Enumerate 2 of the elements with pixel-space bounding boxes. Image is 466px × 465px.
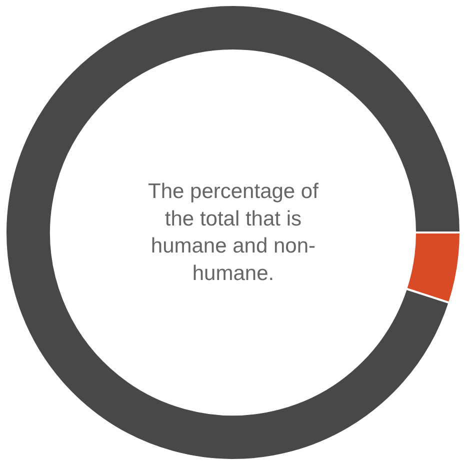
text: The percentage of the total that is humane and non-humane. [148,180,319,285]
donut-slice [4,4,462,461]
